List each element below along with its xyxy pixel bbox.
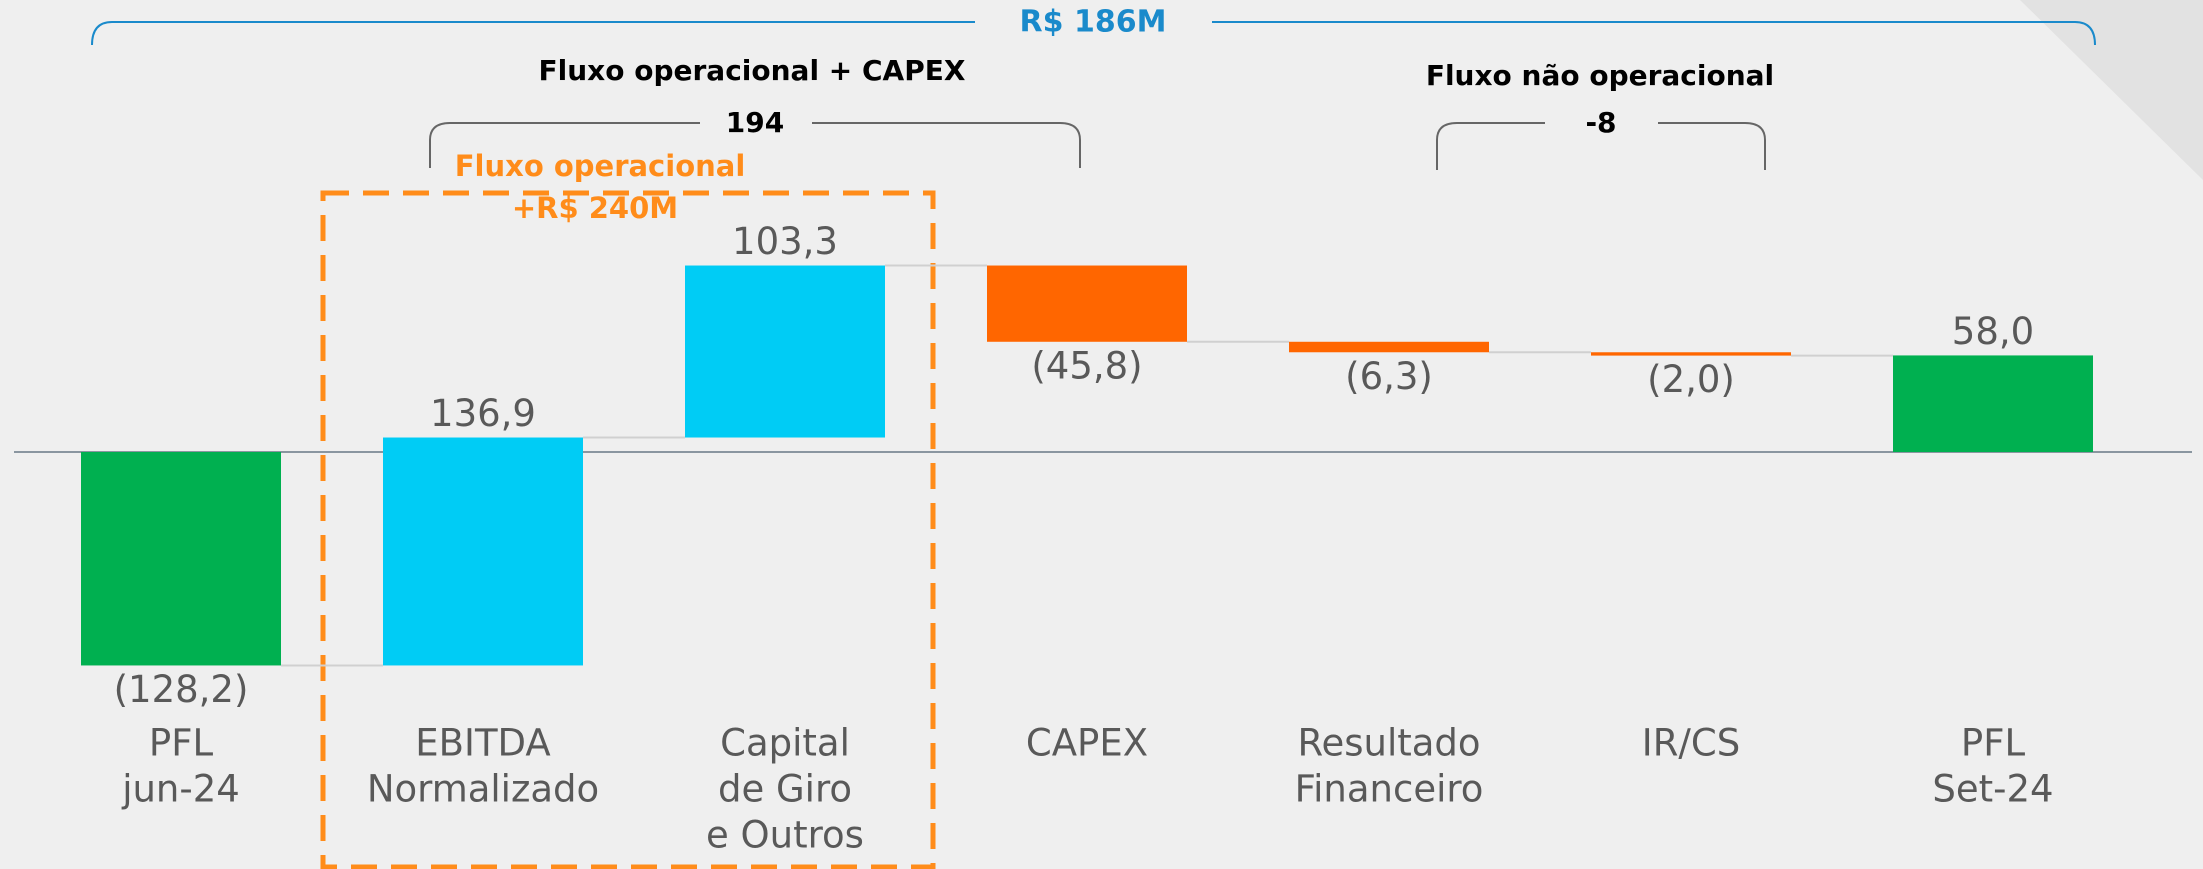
value-label: 103,3 — [732, 220, 838, 263]
value-label: 58,0 — [1952, 310, 2034, 353]
group-title: Fluxo operacional + CAPEX — [539, 54, 966, 87]
x-tick-label: Financeiro — [1295, 768, 1484, 811]
group-title: Fluxo não operacional — [1426, 59, 1774, 92]
x-tick-label: jun-24 — [121, 768, 240, 811]
value-label: (45,8) — [1031, 344, 1142, 387]
x-tick-label: CAPEX — [1026, 722, 1148, 765]
decoration — [2020, 0, 2203, 180]
group-value: 194 — [726, 106, 784, 139]
group-bracket — [1436, 122, 1766, 170]
x-tick-label: Capital — [720, 722, 850, 765]
x-tick-label: e Outros — [706, 814, 864, 857]
x-tick-label: Set-24 — [1932, 768, 2053, 811]
x-tick-label: EBITDA — [415, 722, 550, 765]
highlight-box — [320, 190, 936, 869]
x-tick-label: IR/CS — [1642, 722, 1740, 765]
bar — [81, 452, 281, 666]
value-label: (128,2) — [114, 668, 249, 711]
total-change: R$ 186M — [1020, 5, 1167, 40]
x-tick-label: Resultado — [1297, 722, 1480, 765]
group-bracket — [429, 122, 1081, 168]
group-value: -8 — [1585, 106, 1616, 139]
highlight-title: Fluxo operacional — [455, 149, 746, 183]
bar — [987, 265, 1187, 342]
value-label: (6,3) — [1345, 355, 1433, 398]
total-bracket — [91, 21, 2096, 46]
x-tick-label: PFL — [149, 722, 214, 765]
bar — [383, 437, 583, 666]
value-label: (2,0) — [1647, 358, 1735, 401]
bar — [1591, 352, 1791, 356]
value-label: 136,9 — [430, 392, 536, 435]
highlight-value: +R$ 240M — [512, 191, 678, 225]
x-tick-label: de Giro — [718, 768, 852, 811]
x-tick-label: Normalizado — [367, 768, 599, 811]
bar — [685, 265, 885, 438]
x-tick-label: PFL — [1961, 722, 2026, 765]
bar — [1893, 355, 2093, 452]
bar — [1289, 341, 1489, 353]
